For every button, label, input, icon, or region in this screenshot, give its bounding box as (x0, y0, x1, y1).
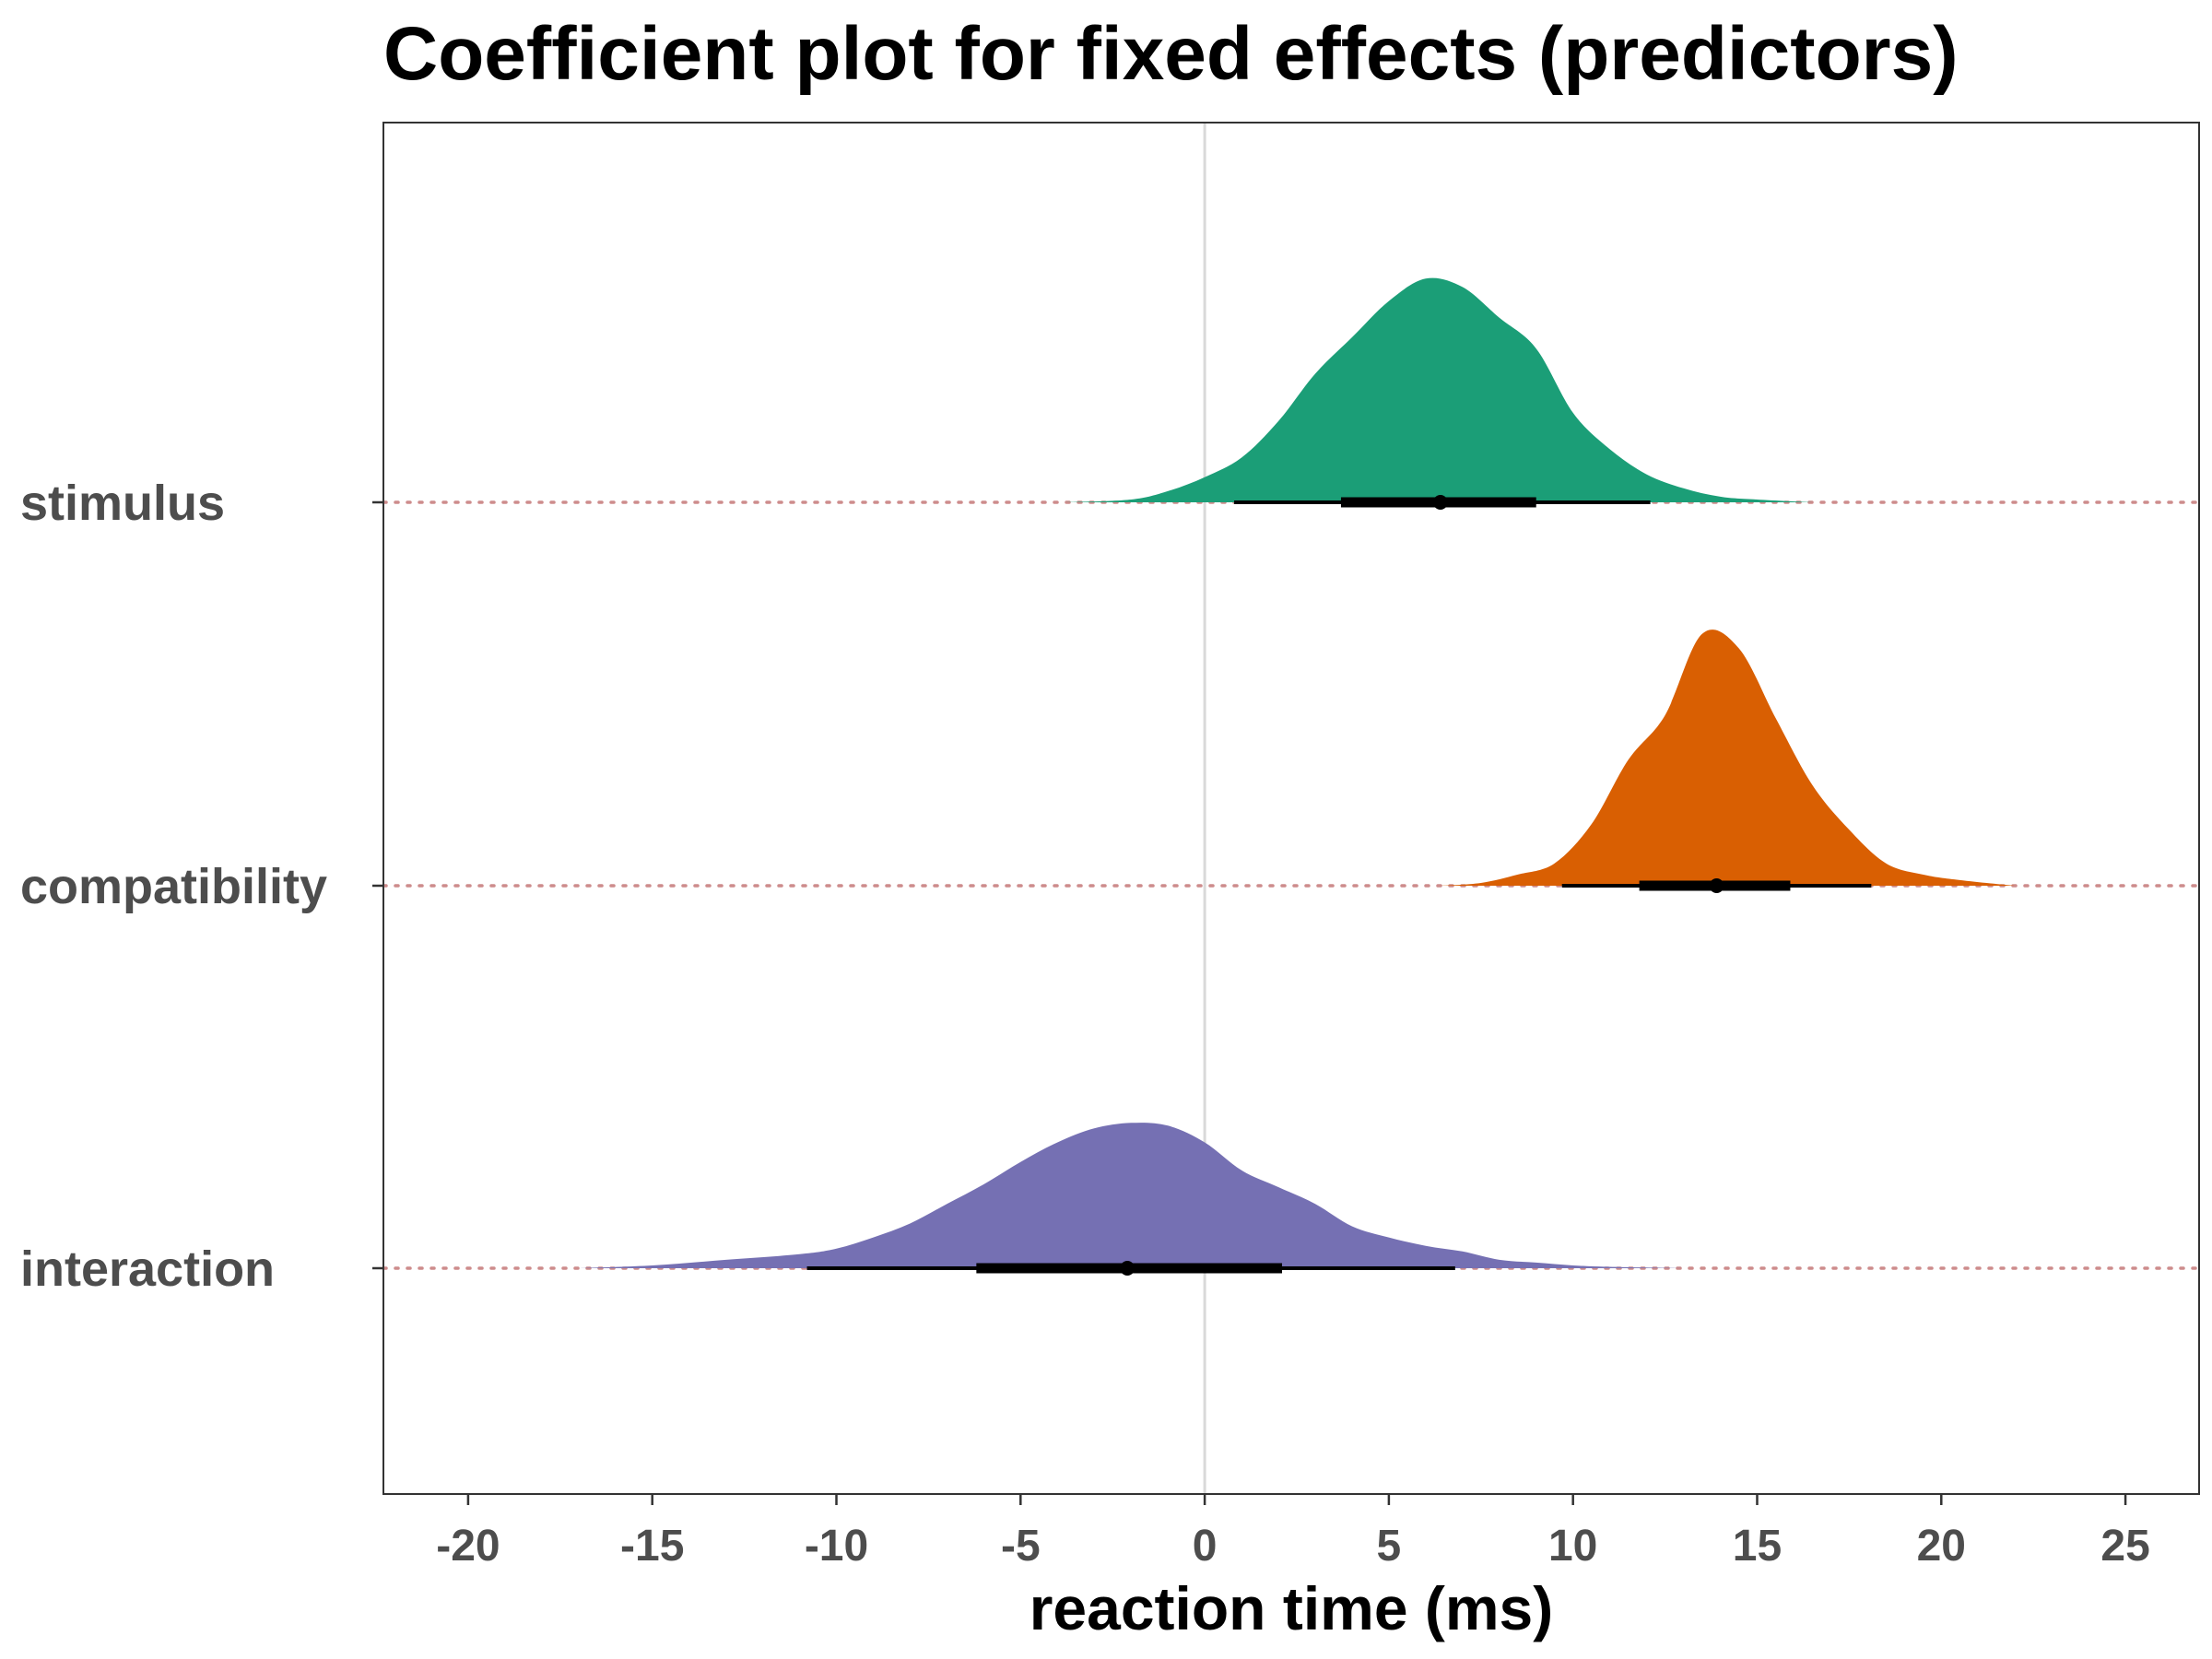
density-compatibility (1440, 629, 2016, 886)
y-tick-label-compatibility: compatibility (20, 859, 327, 914)
x-tick-label: -10 (805, 1522, 868, 1571)
plot-area (382, 123, 2201, 1494)
plot-border (382, 122, 2200, 1495)
y-axis: stimulus compatibility interaction (20, 476, 383, 1297)
density-stimulus (1065, 277, 1813, 502)
median-point-stimulus (1432, 495, 1448, 510)
y-tick-label-stimulus: stimulus (20, 476, 225, 531)
x-tick-label: -15 (620, 1522, 684, 1571)
x-tick-label: 20 (1917, 1522, 1966, 1571)
x-tick-label: 5 (1377, 1522, 1402, 1571)
x-tick-label: 10 (1548, 1522, 1597, 1571)
x-tick-label: 15 (1733, 1522, 1782, 1571)
x-axis: -20 -15 -10 -5 0 5 10 15 20 25 (436, 1494, 2150, 1571)
x-tick-label: -5 (1001, 1522, 1041, 1571)
x-axis-title: reaction time (ms) (1030, 1574, 1553, 1642)
median-point-interaction (1120, 1261, 1135, 1276)
x-tick-label: -20 (436, 1522, 500, 1571)
x-tick-label: 0 (1193, 1522, 1218, 1571)
chart-title: Coefficient plot for fixed effects (pred… (383, 12, 1959, 96)
median-point-compatibility (1709, 878, 1724, 893)
density-interaction (578, 1123, 1684, 1268)
x-tick-label: 25 (2100, 1522, 2149, 1571)
y-tick-label-interaction: interaction (20, 1241, 275, 1297)
